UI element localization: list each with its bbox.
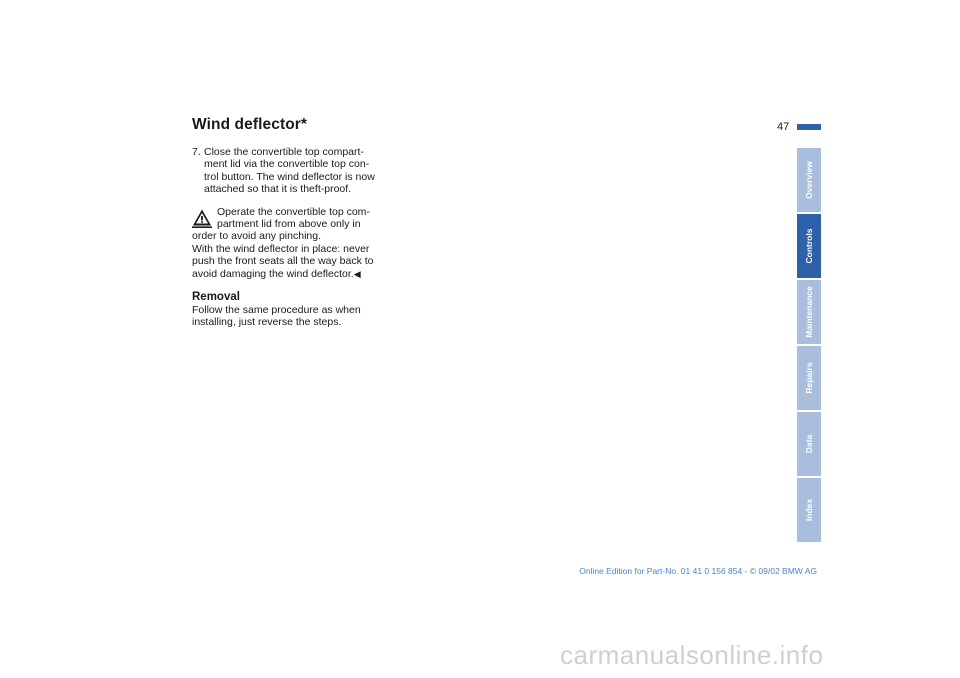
warning-line: push the front seats all the way back to <box>192 255 374 268</box>
step-line: trol button. The wind deflector is now <box>204 170 375 183</box>
section-tabs: Overview Controls Maintenance Repairs Da… <box>797 148 821 544</box>
tab-label: Controls <box>804 228 814 264</box>
warning-note: Operate the convertible top com- partmen… <box>192 206 388 280</box>
step-line: attached so that it is theft-proof. <box>204 183 352 196</box>
tab-label: Data <box>804 434 814 454</box>
warning-line: order to avoid any pinching. <box>192 230 321 243</box>
page-number: 47 <box>777 121 790 133</box>
step-text: Close the convertible top compart- ment … <box>204 146 388 196</box>
warning-line: avoid damaging the wind deflector. <box>192 267 354 280</box>
warning-line: With the wind deflector in place: never <box>192 242 370 255</box>
warning-line: partment lid from above only in <box>217 218 361 231</box>
step-line: ment lid via the convertible top con- <box>204 158 370 171</box>
step-line: Close the convertible top compart- <box>204 146 364 158</box>
tab-index[interactable]: Index <box>797 478 821 542</box>
edition-footer: Online Edition for Part-No. 01 41 0 156 … <box>579 566 817 576</box>
removal-line: Follow the same procedure as when <box>192 304 361 317</box>
tab-overview[interactable]: Overview <box>797 148 821 212</box>
tab-controls[interactable]: Controls <box>797 214 821 278</box>
step-number: 7. <box>192 146 201 158</box>
page-marker <box>797 124 821 130</box>
tab-maintenance[interactable]: Maintenance <box>797 280 821 344</box>
tab-label: Repairs <box>804 362 814 394</box>
step-7: 7. Close the convertible top compart- me… <box>192 146 388 196</box>
warning-line: Operate the convertible top com- <box>217 205 370 218</box>
tab-label: Index <box>804 498 814 522</box>
tab-label: Maintenance <box>804 286 814 338</box>
watermark: carmanualsonline.info <box>560 640 824 670</box>
main-content: 7. Close the convertible top compart- me… <box>192 146 388 329</box>
tab-repairs[interactable]: Repairs <box>797 346 821 410</box>
tab-label: Overview <box>804 161 814 199</box>
end-mark-icon: ◀ <box>353 268 361 279</box>
page-title: Wind deflector* <box>192 116 308 133</box>
removal-text: Follow the same procedure as when instal… <box>192 304 388 329</box>
removal-heading: Removal <box>192 291 240 304</box>
removal-line: installing, just reverse the steps. <box>192 316 342 329</box>
warning-triangle-icon <box>192 207 212 228</box>
tab-data[interactable]: Data <box>797 412 821 476</box>
